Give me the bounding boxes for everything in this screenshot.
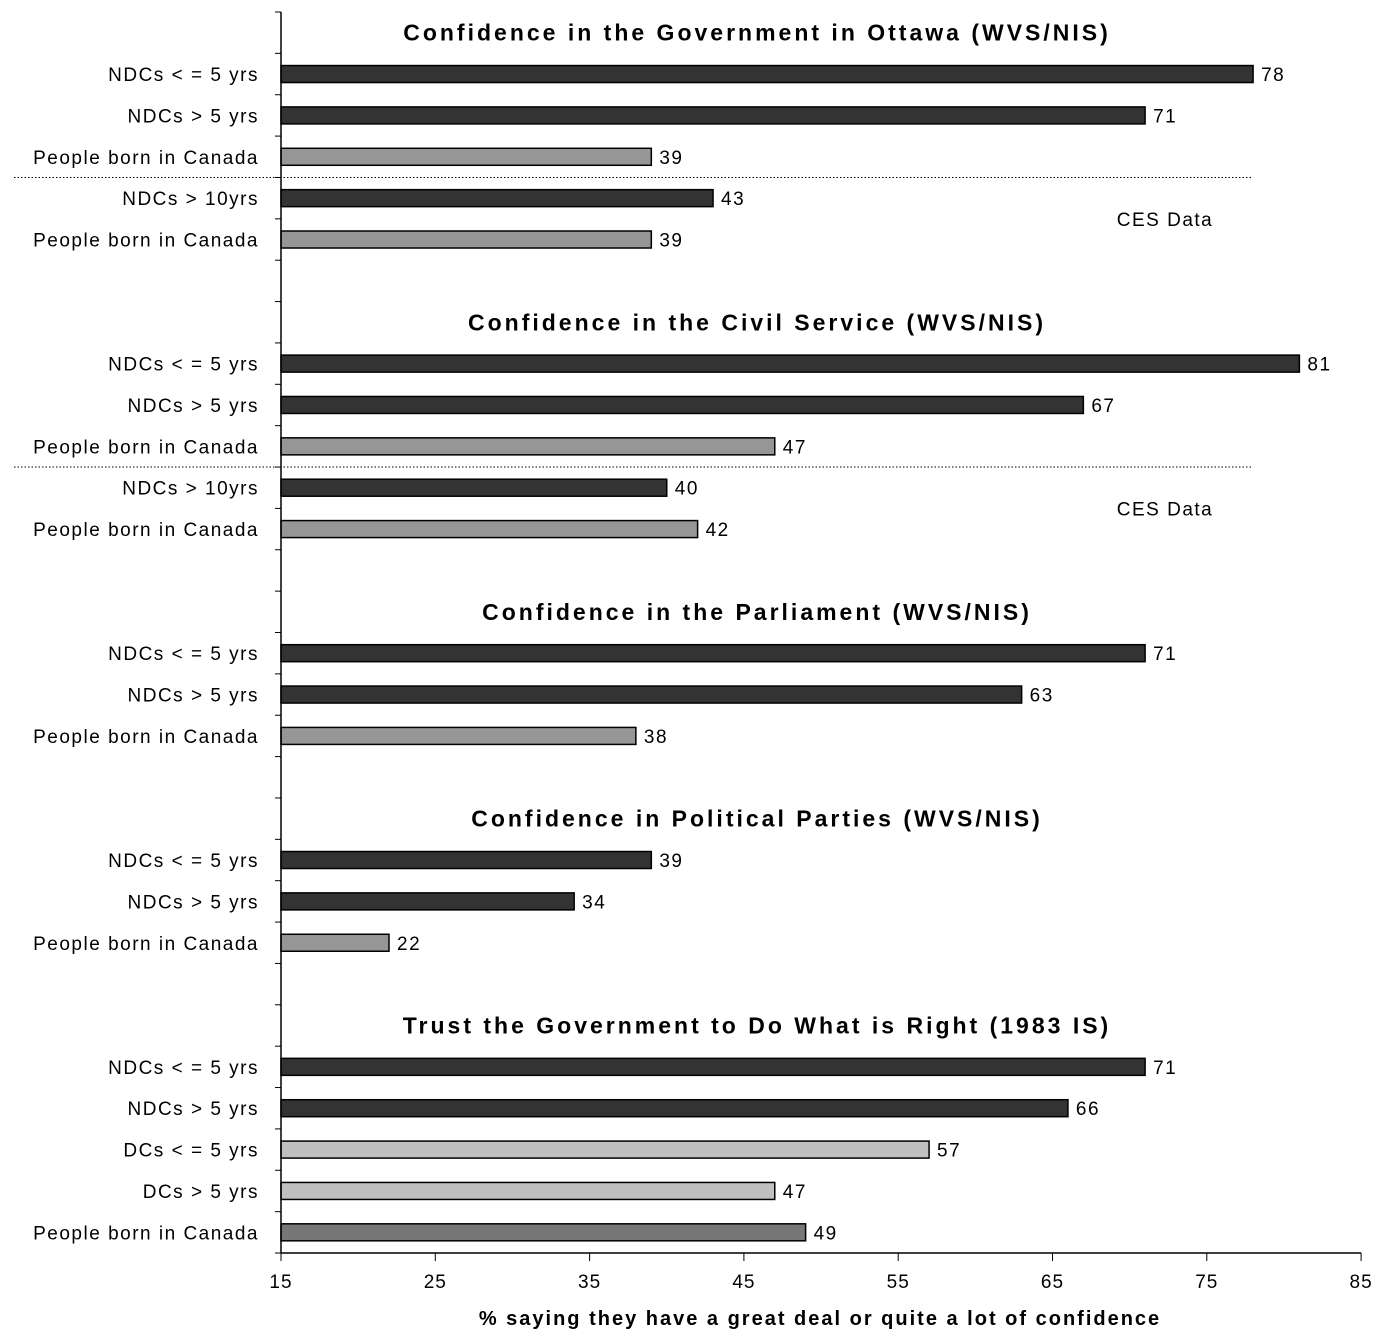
data-label: 57 [937, 1141, 961, 1162]
category-label: DCs < = 5 yrs [123, 1141, 259, 1162]
bar [280, 64, 1254, 84]
category-label: DCs > 5 yrs [143, 1182, 259, 1203]
bar [280, 933, 390, 952]
bar [280, 1181, 776, 1201]
x-tick-label: 25 [424, 1272, 447, 1293]
category-label: NDCs > 5 yrs [128, 106, 260, 127]
panel-title: Confidence in the Civil Service (WVS/NIS… [468, 309, 1046, 335]
category-label: NDCs > 5 yrs [128, 1099, 260, 1120]
bar [280, 685, 1023, 704]
data-label: 81 [1307, 355, 1331, 376]
data-label: 43 [721, 189, 745, 210]
data-label: 39 [659, 851, 683, 872]
data-label: 67 [1091, 396, 1115, 417]
data-label: 22 [397, 934, 421, 955]
category-label: People born in Canada [33, 1223, 259, 1244]
data-label: 39 [659, 231, 683, 252]
bar [280, 1057, 1146, 1077]
data-label: 34 [582, 892, 606, 913]
category-label: NDCs < = 5 yrs [108, 355, 259, 376]
data-label: 63 [1030, 686, 1054, 707]
bar [280, 1098, 1069, 1118]
category-label: NDCs < = 5 yrs [108, 644, 259, 665]
x-tick-label: 35 [578, 1272, 601, 1293]
x-tick-label: 55 [887, 1272, 910, 1293]
bar [280, 106, 1146, 125]
data-label: 39 [659, 148, 683, 169]
bar [280, 519, 699, 539]
data-label: 71 [1153, 1058, 1177, 1079]
category-label: NDCs < = 5 yrs [108, 65, 259, 86]
data-label: 47 [783, 1182, 807, 1203]
data-label: 38 [644, 727, 668, 748]
category-label: People born in Canada [33, 231, 259, 252]
bar [280, 354, 1301, 373]
x-tick-label: 85 [1350, 1272, 1373, 1293]
data-label: 49 [814, 1223, 838, 1244]
x-tick-label: 15 [269, 1272, 292, 1293]
data-label: 71 [1153, 106, 1177, 127]
bar [280, 478, 668, 497]
ces-data-note: CES Data [1117, 499, 1213, 520]
x-tick-label: 75 [1195, 1272, 1218, 1293]
bar [280, 643, 1146, 663]
x-axis-title: % saying they have a great deal or quite… [479, 1308, 1161, 1330]
data-label: 40 [675, 479, 699, 500]
bar [280, 147, 653, 167]
category-label: NDCs > 10yrs [122, 479, 259, 500]
category-label: People born in Canada [33, 520, 259, 541]
panel-title: Confidence in Political Parties (WVS/NIS… [471, 806, 1043, 832]
category-label: NDCs > 5 yrs [128, 686, 260, 707]
category-label: NDCs > 5 yrs [128, 396, 260, 417]
ces-data-note: CES Data [1117, 210, 1213, 231]
category-label: People born in Canada [33, 934, 259, 955]
data-label: 47 [783, 437, 807, 458]
data-label: 71 [1153, 644, 1177, 665]
bar [280, 726, 637, 746]
bar [280, 230, 653, 249]
category-label: NDCs < = 5 yrs [108, 851, 259, 872]
category-label: NDCs < = 5 yrs [108, 1058, 259, 1079]
category-label: NDCs > 5 yrs [128, 892, 260, 913]
bar [280, 1223, 807, 1242]
category-label: People born in Canada [33, 437, 259, 458]
bar [280, 1140, 930, 1159]
bar [280, 850, 653, 870]
bar [280, 188, 714, 208]
bar [280, 892, 575, 911]
data-label: 42 [706, 520, 730, 541]
bar [280, 437, 776, 456]
x-tick-label: 45 [732, 1272, 755, 1293]
data-label: 78 [1261, 65, 1285, 86]
panel-title: Trust the Government to Do What is Right… [403, 1012, 1111, 1038]
panel-title: Confidence in the Parliament (WVS/NIS) [482, 599, 1032, 625]
panel-title: Confidence in the Government in Ottawa (… [403, 20, 1111, 46]
x-tick-label: 65 [1041, 1272, 1064, 1293]
bar [280, 395, 1085, 415]
category-label: NDCs > 10yrs [122, 189, 259, 210]
data-label: 66 [1076, 1099, 1100, 1120]
category-label: People born in Canada [33, 727, 259, 748]
category-label: People born in Canada [33, 148, 259, 169]
